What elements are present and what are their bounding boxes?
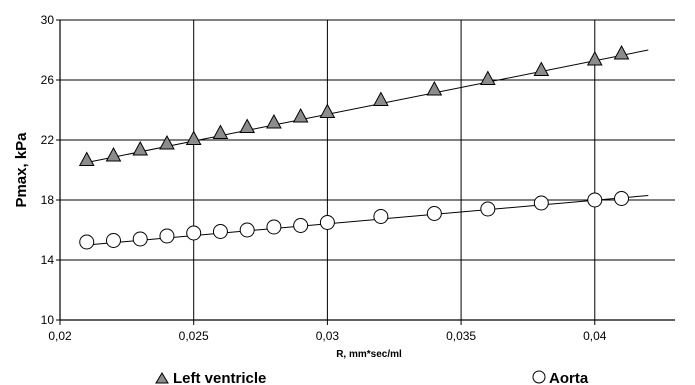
data-point-left-ventricle	[105, 146, 122, 162]
data-point-left-ventricle	[373, 91, 389, 106]
data-point-aorta	[186, 225, 202, 241]
data-point-left-ventricle	[613, 44, 630, 60]
legend-triangle-marker	[155, 372, 169, 384]
x-tick-label: 0,02	[48, 329, 72, 343]
trendline-aorta	[86, 195, 649, 246]
data-point-aorta	[614, 191, 630, 206]
x-tick-label: 0,04	[583, 329, 607, 343]
y-tick-label: 30	[41, 13, 55, 27]
x-tick-label: 0,035	[446, 329, 476, 343]
data-point-aorta	[159, 228, 175, 244]
data-point-aorta	[587, 192, 603, 208]
legend-circle-marker	[532, 370, 546, 384]
data-point-left-ventricle	[426, 80, 443, 96]
legend-label-left-ventricle: Left ventricle	[173, 370, 266, 385]
data-point-left-ventricle	[159, 134, 175, 150]
y-tick-label: 26	[41, 73, 55, 87]
x-axis-label: R, mm*sec/ml	[336, 349, 402, 360]
data-point-aorta	[373, 209, 389, 224]
trendlines	[86, 49, 649, 246]
data-point-aorta	[212, 224, 228, 239]
tick-labels: 10 14 18 22 26 30 0,02 0,025 0,03 0,035 0,04	[41, 13, 607, 343]
data-point-left-ventricle	[479, 70, 496, 85]
data-point-left-ventricle	[185, 130, 202, 145]
data-point-left-ventricle	[132, 140, 149, 156]
data-point-aorta	[293, 218, 309, 233]
data-point-left-ventricle	[212, 124, 229, 139]
y-tick-label: 18	[41, 193, 55, 207]
data-point-aorta	[319, 215, 335, 230]
y-tick-label: 10	[41, 313, 55, 327]
data-point-aorta	[105, 233, 121, 248]
data-point-aorta	[132, 231, 148, 247]
data-point-left-ventricle	[586, 50, 603, 66]
y-axis-label: Pmax, kPa	[13, 132, 30, 208]
data-point-left-ventricle	[292, 107, 309, 123]
x-tick-label: 0,03	[316, 329, 340, 343]
data-point-aorta	[480, 201, 496, 217]
data-point-left-ventricle	[266, 113, 282, 129]
data-point-left-ventricle	[319, 103, 336, 118]
data-point-left-ventricle	[239, 118, 256, 133]
data-points	[78, 44, 630, 250]
data-point-left-ventricle	[78, 151, 95, 166]
data-point-aorta	[533, 195, 549, 211]
x-tick-label: 0,025	[179, 329, 209, 343]
axes	[56, 19, 675, 325]
data-point-aorta	[266, 219, 282, 235]
data-point-aorta	[426, 206, 442, 221]
legend-label-aorta: Aorta	[549, 370, 589, 385]
legend: Left ventricle Aorta	[155, 370, 589, 385]
data-point-aorta	[239, 222, 255, 238]
grid-lines	[59, 19, 675, 321]
y-tick-label: 22	[41, 133, 55, 147]
trendline-left-ventricle	[86, 49, 649, 163]
data-point-left-ventricle	[533, 61, 550, 76]
y-tick-label: 14	[41, 253, 55, 267]
data-point-aorta	[79, 234, 95, 250]
